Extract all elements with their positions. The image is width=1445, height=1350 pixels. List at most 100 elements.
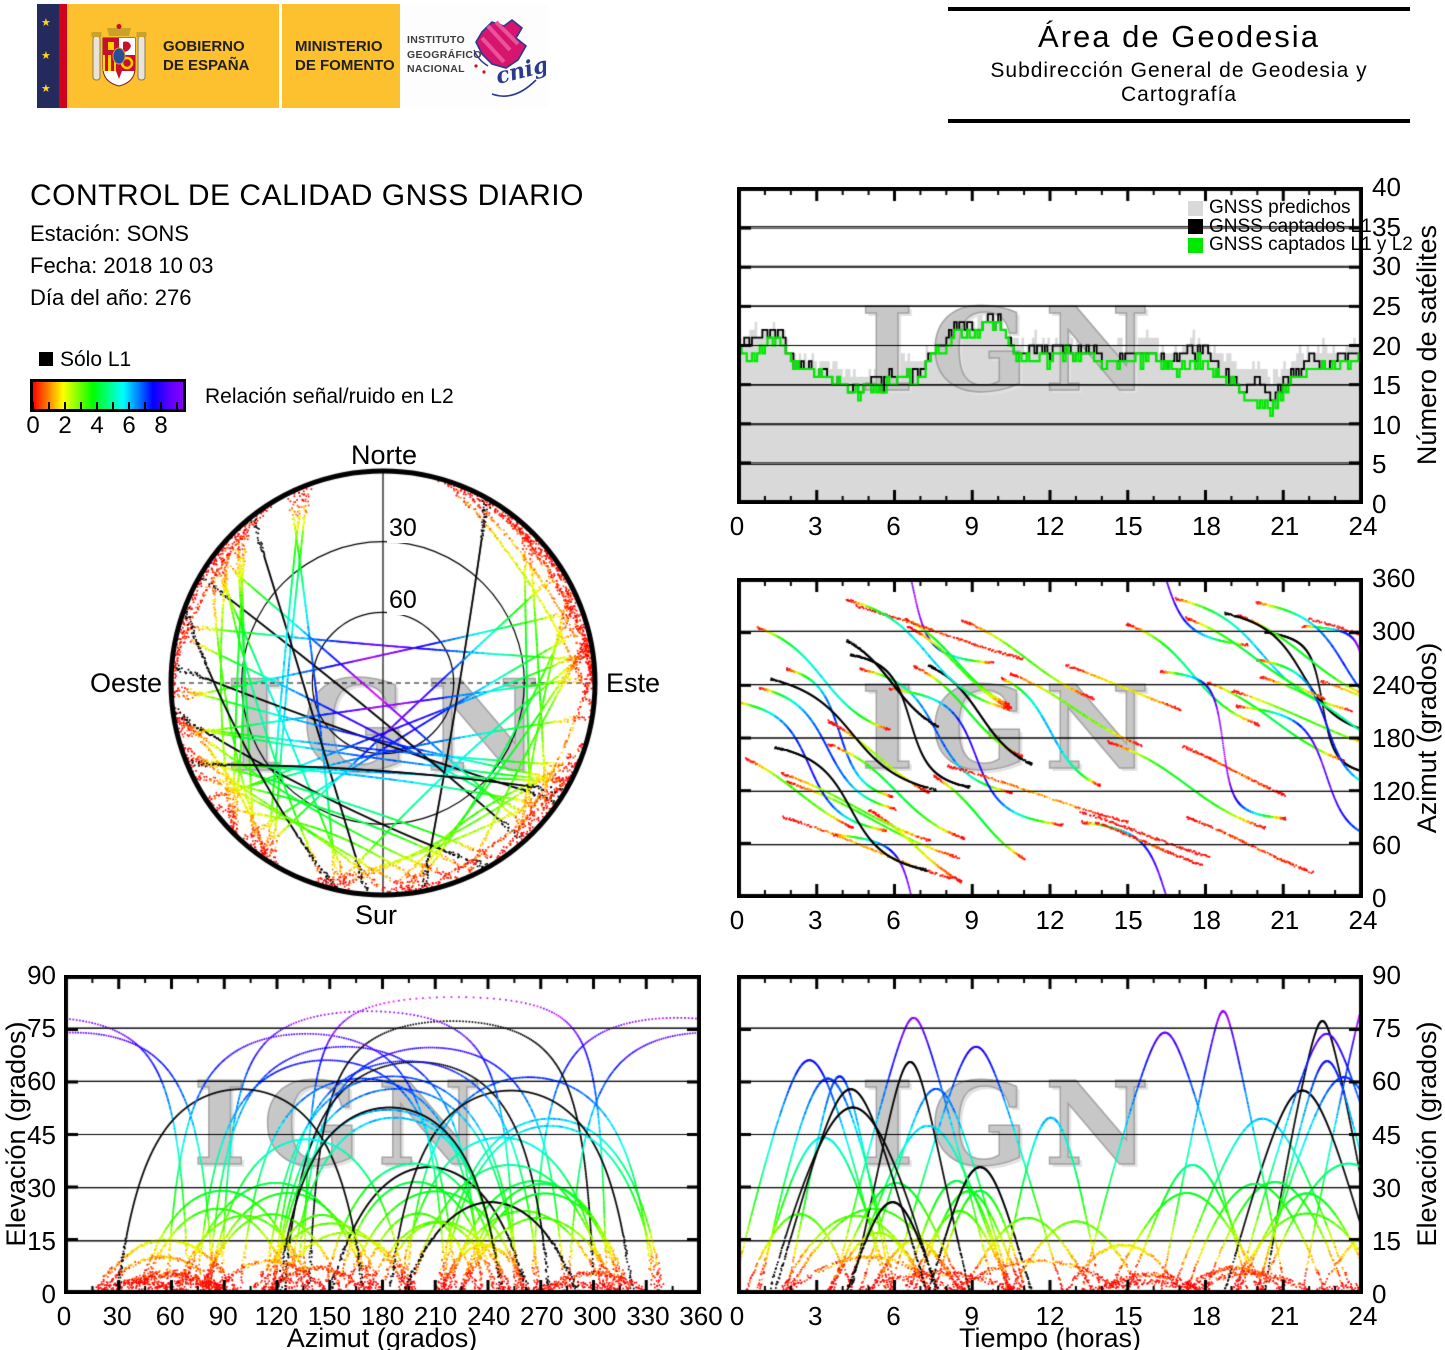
colorbar-tick xyxy=(128,402,130,409)
x-tick-label: 9 xyxy=(964,905,979,935)
x-tick-label: 210 xyxy=(413,1301,458,1331)
header-title: Área de Geodesia xyxy=(1038,19,1320,54)
x-tick-label: 150 xyxy=(307,1301,352,1331)
x-tick-label: 3 xyxy=(808,1301,823,1331)
y-tick-label: 360 xyxy=(1372,563,1416,593)
solo-l1-label: Sólo L1 xyxy=(60,348,132,371)
y-tick-label: 15 xyxy=(1372,370,1401,401)
skyplot-south-label: Sur xyxy=(354,900,398,930)
satcount-y-axis-title: Número de satélites xyxy=(1411,224,1442,466)
header-top-rule xyxy=(948,7,1410,11)
y-tick-label: 0 xyxy=(1372,883,1387,913)
y-tick-label: 40 xyxy=(1372,172,1401,202)
elevation-azimuth-canvas xyxy=(64,975,701,1294)
ministerio-block: MINISTERIO DE FOMENTO xyxy=(282,4,400,108)
y-tick-label: 30 xyxy=(27,1172,56,1203)
legend-label: GNSS captados L1 y L2 xyxy=(1209,234,1413,255)
x-tick-label: 90 xyxy=(208,1301,238,1331)
instituto-geografico-label: INSTITUTO GEOGRÁFICO NACIONAL xyxy=(407,34,482,75)
x-tick-label: 3 xyxy=(808,511,823,541)
banner-divider xyxy=(279,4,282,108)
gobierno-block: GOBIERNO DE ESPAÑA xyxy=(67,4,279,108)
eu-band: ★ ★ ★ xyxy=(37,4,59,108)
x-tick-label: 0 xyxy=(729,511,745,541)
legend-swatch-icon xyxy=(1188,237,1203,253)
y-tick-label: 10 xyxy=(1372,409,1401,440)
x-tick-label: 300 xyxy=(573,1301,617,1331)
colorbar-tick xyxy=(144,402,146,409)
satcount-canvas xyxy=(737,187,1363,504)
colorbar-tick xyxy=(96,402,98,409)
x-tick-label: 15 xyxy=(1113,905,1143,935)
legend-swatch-icon xyxy=(1188,219,1203,234)
station-label: Estación: SONS xyxy=(30,221,189,246)
colorbar-tick xyxy=(160,402,162,409)
legend-swatch-icon xyxy=(1188,200,1203,216)
x-tick-label: 60 xyxy=(155,1301,185,1331)
colorbar-tick xyxy=(176,402,178,409)
x-tick-label: 18 xyxy=(1192,905,1221,935)
y-tick-label: 300 xyxy=(1372,616,1416,647)
y-tick-label: 25 xyxy=(1372,290,1401,321)
solo-l1-marker xyxy=(39,352,53,366)
legend-item: GNSS captados L1 xyxy=(1188,216,1372,238)
skyplot-ring30-label: 30 xyxy=(387,514,419,543)
x-tick-label: 6 xyxy=(886,905,901,935)
x-tick-label: 21 xyxy=(1270,905,1300,935)
y-tick-label: 90 xyxy=(27,960,56,990)
gobierno-espana-label: GOBIERNO DE ESPAÑA xyxy=(163,38,250,74)
azimuth-time-canvas xyxy=(737,578,1363,898)
x-tick-label: 15 xyxy=(1113,511,1143,541)
colorbar-tick-label: 0 xyxy=(26,412,40,439)
snr-colorbar xyxy=(30,379,186,412)
y-tick-label: 0 xyxy=(1372,1279,1387,1309)
x-tick-label: 3 xyxy=(808,905,823,935)
x-tick-label: 330 xyxy=(626,1301,670,1331)
skyplot-west-label: Oeste xyxy=(90,668,163,698)
x-tick-label: 24 xyxy=(1348,511,1378,541)
y-tick-label: 0 xyxy=(1372,489,1387,519)
colorbar-tick xyxy=(112,402,114,409)
y-tick-label: 60 xyxy=(1372,829,1401,860)
y-tick-label: 75 xyxy=(1372,1013,1401,1044)
y-tick-label: 180 xyxy=(1372,723,1416,753)
y-tick-label: 35 xyxy=(1372,211,1401,242)
x-tick-label: 30 xyxy=(102,1301,132,1331)
colorbar-tick-label: 4 xyxy=(90,412,104,439)
x-tick-label: 21 xyxy=(1270,511,1300,541)
y-tick-label: 30 xyxy=(1372,1172,1401,1203)
report-title: CONTROL DE CALIDAD GNSS DIARIO xyxy=(30,179,584,212)
colorbar-tick xyxy=(64,402,66,409)
x-tick-label: 9 xyxy=(964,1301,979,1331)
government-banner: ★ ★ ★ xyxy=(37,4,548,108)
x-tick-label: 240 xyxy=(466,1301,511,1331)
legend-item: GNSS predichos xyxy=(1188,197,1351,219)
eu-star-icon: ★ xyxy=(41,17,51,29)
eu-star-icon: ★ xyxy=(41,50,51,62)
x-tick-label: 0 xyxy=(729,1301,745,1331)
cnig-logo-icon: cnig xyxy=(473,18,546,97)
azimut-x-axis-title: Azimut (grados) xyxy=(286,1323,478,1350)
x-tick-label: 24 xyxy=(1348,905,1378,935)
legend-item: GNSS captados L1 y L2 xyxy=(1188,234,1413,256)
x-tick-label: 360 xyxy=(679,1301,723,1331)
spain-coat-of-arms-icon xyxy=(91,24,147,87)
skyplot-canvas xyxy=(150,430,622,950)
flag-red-stripe xyxy=(59,4,67,108)
skyplot-ring60-label: 60 xyxy=(387,586,419,615)
header-bottom-rule xyxy=(948,119,1410,123)
x-tick-label: 0 xyxy=(729,905,745,935)
y-tick-label: 0 xyxy=(41,1279,56,1309)
colorbar-tick xyxy=(32,402,34,409)
x-tick-label: 270 xyxy=(520,1301,564,1331)
x-tick-label: 12 xyxy=(1035,1301,1065,1331)
x-tick-label: 18 xyxy=(1192,1301,1221,1331)
day-of-year-label: Día del año: 276 xyxy=(30,285,192,310)
skyplot-north-label: Norte xyxy=(350,440,418,470)
elevation-right-axis-title: Elevación (grados) xyxy=(1411,1021,1442,1247)
y-tick-label: 60 xyxy=(27,1066,56,1097)
skyplot-east-label: Este xyxy=(606,668,661,698)
x-tick-label: 18 xyxy=(1192,511,1221,541)
x-tick-label: 12 xyxy=(1035,511,1065,541)
